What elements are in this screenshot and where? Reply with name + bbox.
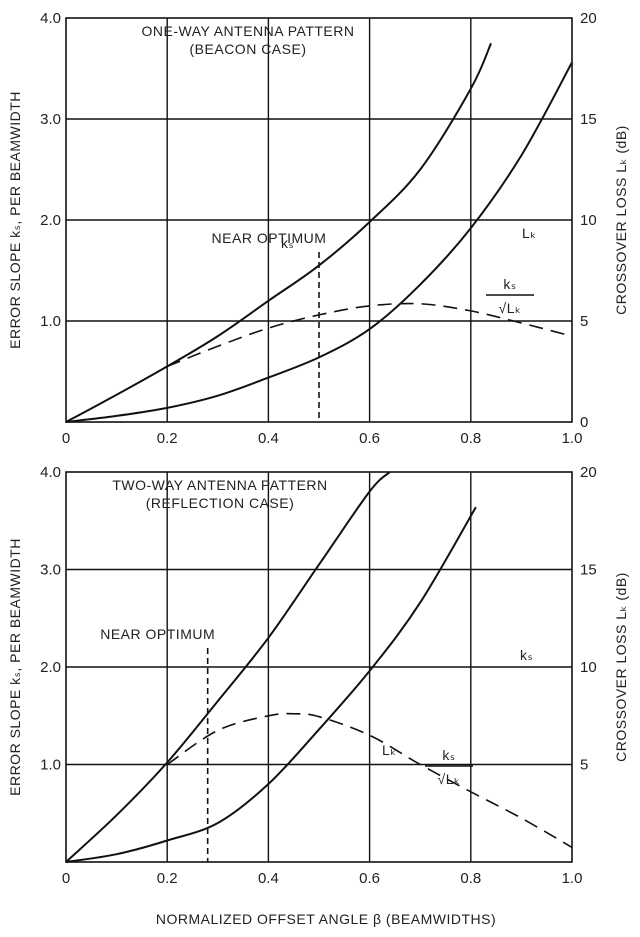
y-tick-label: 2.0 xyxy=(40,659,61,676)
x-tick-label: 0.4 xyxy=(258,870,279,887)
near-optimum-label: NEAR OPTIMUM xyxy=(100,626,215,642)
y-axis-label: ERROR SLOPE kₛ, PER BEAMWIDTH xyxy=(7,538,23,796)
x-tick-label: 0.8 xyxy=(460,870,481,887)
x-tick-label: 0.2 xyxy=(157,430,178,447)
ratio-curve xyxy=(166,712,573,849)
x-tick-label: 0.6 xyxy=(359,870,380,887)
ratio-numerator: kₛ xyxy=(503,276,516,292)
y-tick-label: 1.0 xyxy=(40,757,61,774)
y2-tick-label: 0 xyxy=(580,414,588,431)
chart-title-line: (BEACON CASE) xyxy=(190,41,307,57)
ratio-curve-label: kₛ √Lₖ xyxy=(425,747,473,787)
ratio-numerator: kₛ xyxy=(442,747,455,763)
y2-tick-label: 20 xyxy=(580,464,597,481)
ratio-denominator: √Lₖ xyxy=(438,771,461,787)
near-optimum-label: NEAR OPTIMUM xyxy=(212,230,327,246)
ratio-curve-label: kₛ √Lₖ xyxy=(486,276,534,316)
y2-tick-label: 5 xyxy=(580,313,588,330)
lk-curve xyxy=(65,61,573,423)
y2-axis-label: CROSSOVER LOSS Lₖ (dB) xyxy=(613,125,629,315)
y2-tick-label: 15 xyxy=(580,111,597,128)
plot-frame xyxy=(65,471,573,863)
y2-tick-label: 10 xyxy=(580,212,597,229)
y2-tick-label: 20 xyxy=(580,10,597,27)
ks-curve-label: kₛ xyxy=(520,647,533,663)
y-tick-label: 1.0 xyxy=(40,313,61,330)
x-tick-label: 0.4 xyxy=(258,430,279,447)
y-axis-label: ERROR SLOPE kₛ, PER BEAMWIDTH xyxy=(7,91,23,349)
lk-curve-label: Lₖ xyxy=(382,742,397,758)
ks-curve-label: kₛ xyxy=(281,235,294,251)
x-axis-label: NORMALIZED OFFSET ANGLE β (BEAMWIDTHS) xyxy=(156,911,496,927)
x-tick-label: 1.0 xyxy=(562,870,583,887)
chart-panel-1: 0 0.2 0.4 0.6 0.8 1.0 1.0 2.0 3.0 4.0 0 5 10 15 20 ERRO… xyxy=(7,10,629,447)
ks-curve xyxy=(65,42,492,423)
y2-axis-label: CROSSOVER LOSS Lₖ (dB) xyxy=(613,572,629,762)
y-tick-label: 3.0 xyxy=(40,562,61,579)
y2-tick-label: 5 xyxy=(580,757,588,774)
y-tick-label: 2.0 xyxy=(40,212,61,229)
lk-curve-label: Lₖ xyxy=(522,225,537,241)
ratio-denominator: √Lₖ xyxy=(499,300,522,316)
ks-curve xyxy=(65,471,391,863)
chart-title-line: ONE-WAY ANTENNA PATTERN xyxy=(142,23,355,39)
y-tick-label: 4.0 xyxy=(40,464,61,481)
x-tick-label: 0 xyxy=(62,870,70,887)
x-tick-label: 0.8 xyxy=(460,430,481,447)
x-tick-label: 1.0 xyxy=(562,430,583,447)
ratio-curve xyxy=(166,302,573,368)
x-tick-label: 0.6 xyxy=(359,430,380,447)
chart-panel-2: 0 0.2 0.4 0.6 0.8 1.0 1.0 2.0 3.0 4.0 5 10 15 20 ERROR… xyxy=(7,464,629,887)
y2-tick-label: 15 xyxy=(580,562,597,579)
y-tick-label: 3.0 xyxy=(40,111,61,128)
x-tick-label: 0 xyxy=(62,430,70,447)
lk-curve xyxy=(65,506,477,863)
y-tick-label: 4.0 xyxy=(40,10,61,27)
plot-frame xyxy=(65,17,573,423)
chart-title-line: TWO-WAY ANTENNA PATTERN xyxy=(112,477,327,493)
x-tick-label: 0.2 xyxy=(157,870,178,887)
chart-title-line: (REFLECTION CASE) xyxy=(146,495,295,511)
y2-tick-label: 10 xyxy=(580,659,597,676)
